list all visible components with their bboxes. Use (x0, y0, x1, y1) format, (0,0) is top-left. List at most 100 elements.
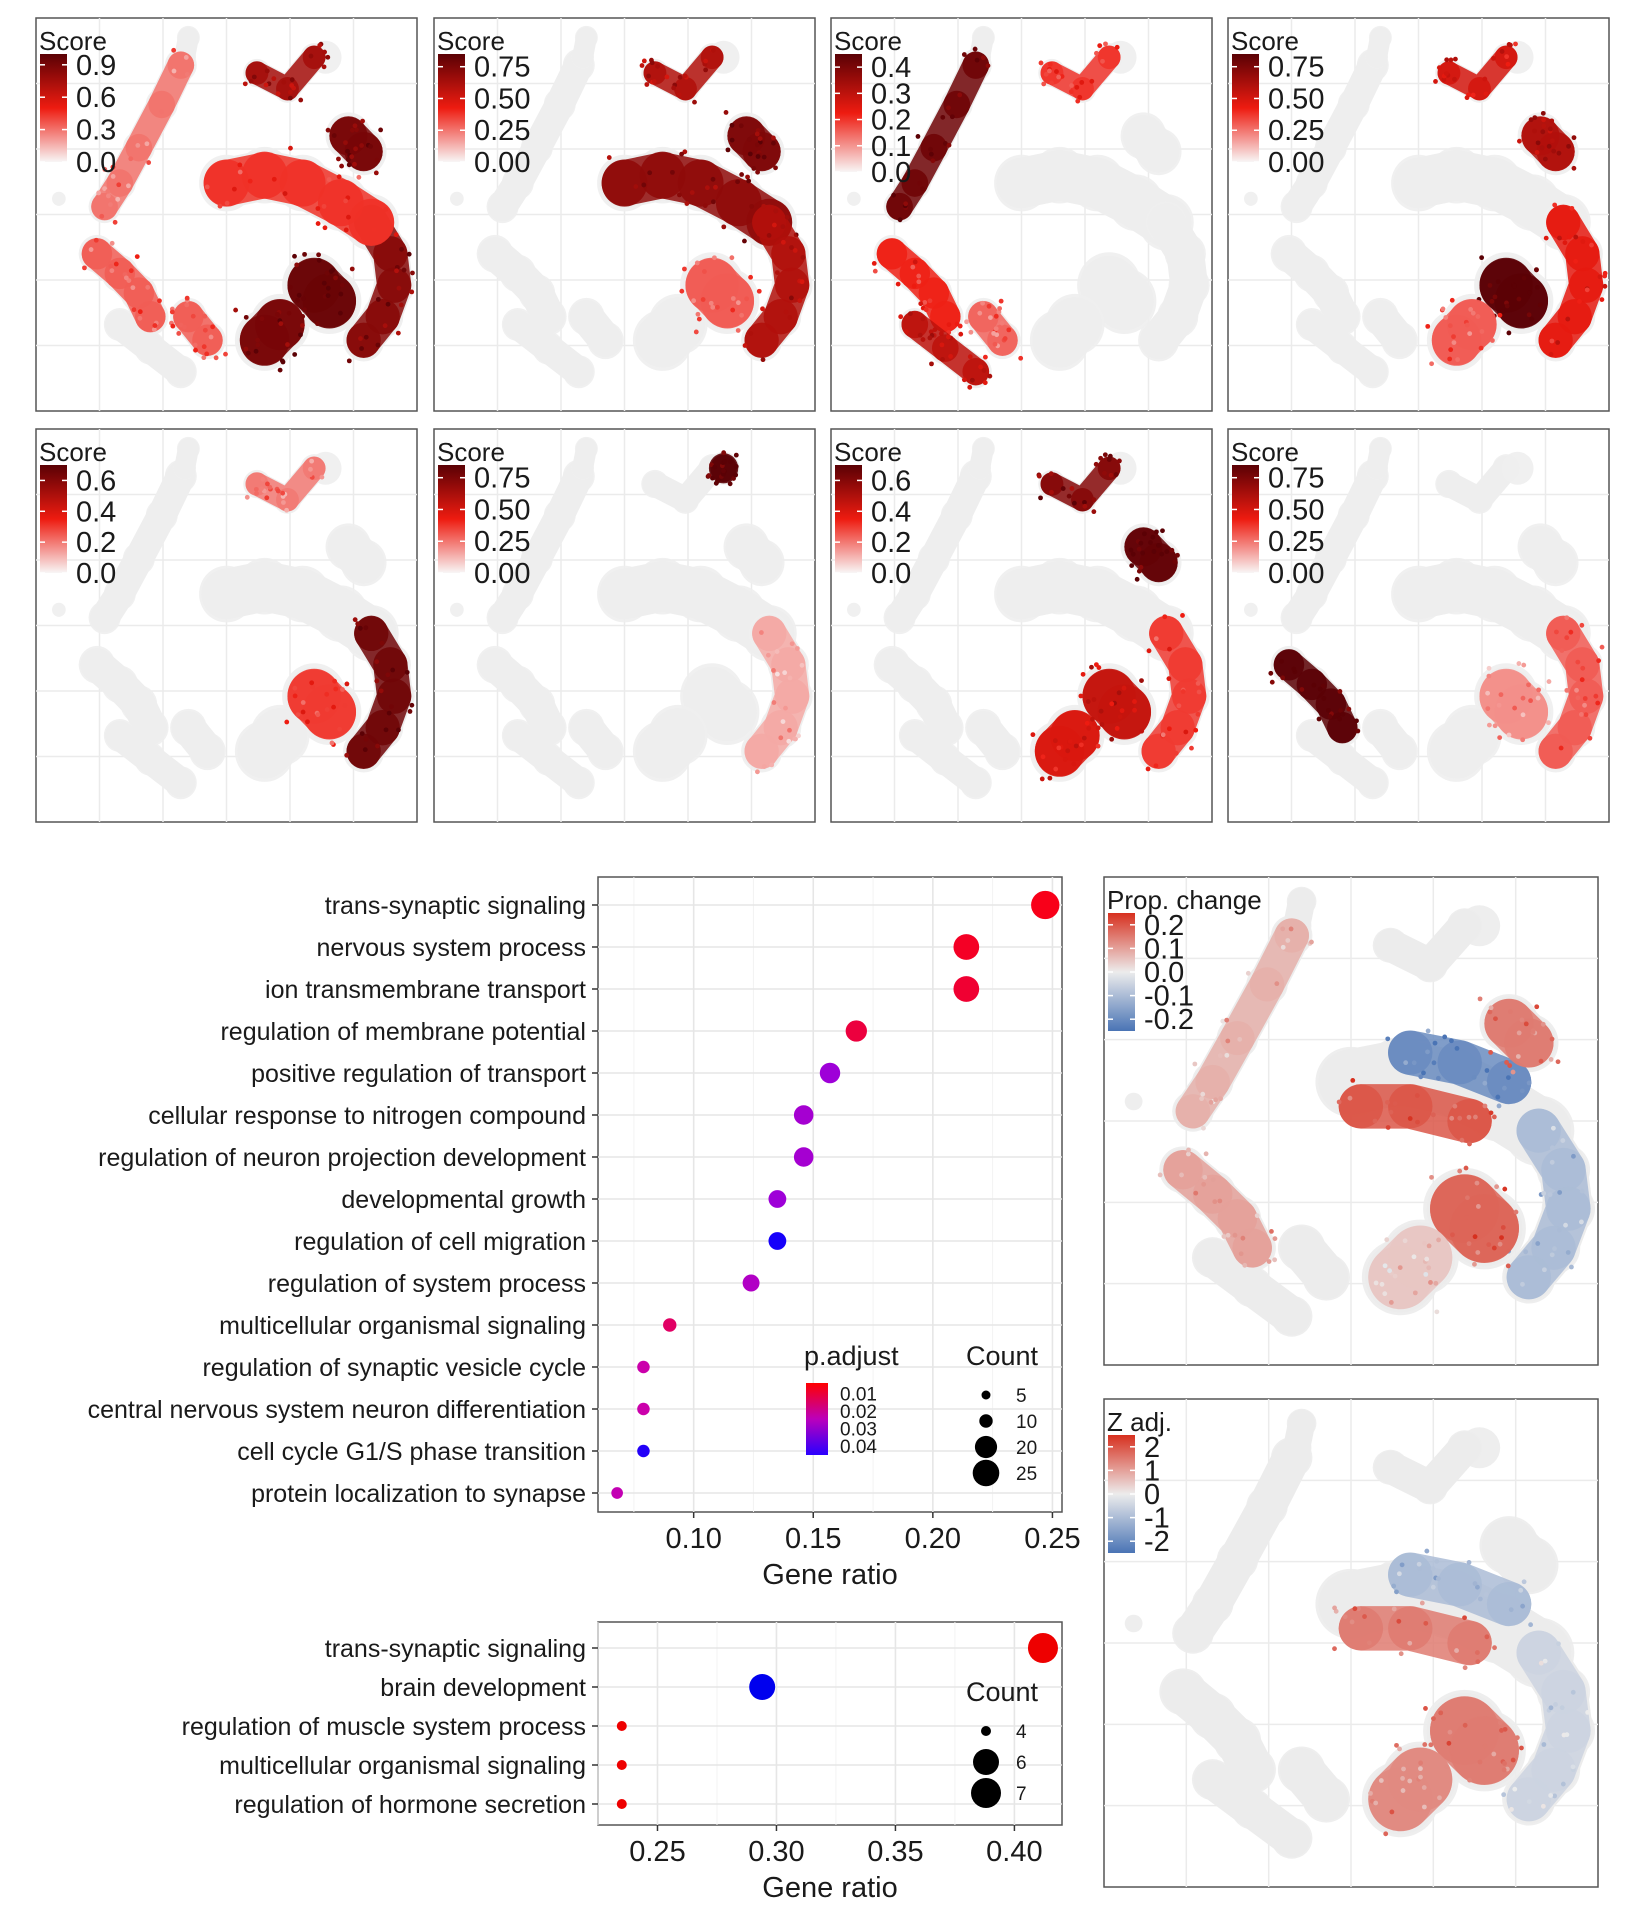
umap-score-region (81, 238, 113, 270)
umap-cell-point (288, 145, 293, 151)
umap-cell-point (774, 671, 780, 677)
umap-cell-point (1121, 685, 1127, 691)
umap-cell-point (1337, 689, 1343, 694)
umap-score-region (962, 357, 990, 386)
umap-cell-point (920, 186, 925, 192)
umap-cell-point (315, 206, 321, 211)
umap-cell-point (278, 321, 284, 327)
umap-cell-point (396, 727, 401, 733)
umap-cell-point (784, 214, 790, 220)
colorbar-tick-label: 0.4 (871, 52, 911, 84)
umap-cell-point (1132, 707, 1137, 713)
umap-cell-point (1396, 1618, 1402, 1624)
umap-cell-point (1580, 665, 1586, 671)
umap-cell-point (204, 184, 210, 190)
umap-score-region (1160, 709, 1195, 746)
umap-cell-point (342, 703, 348, 708)
umap-cell-point (359, 346, 364, 351)
umap-cell-point (1546, 679, 1552, 684)
umap-cell-point (1540, 129, 1546, 135)
colorbar-tick-label: 0.00 (1268, 558, 1324, 590)
umap-score-region (1195, 1064, 1230, 1100)
umap-cell-point (265, 481, 270, 487)
umap-cell-cluster (1279, 1748, 1349, 1821)
umap-cell-point (755, 154, 761, 159)
umap-cell-point (1071, 761, 1077, 767)
umap-cell-point (755, 769, 760, 775)
umap-score-region (774, 678, 810, 714)
umap-score-region (774, 267, 810, 303)
umap-cell-point (728, 459, 734, 465)
umap-cell-point (1447, 1729, 1453, 1735)
umap-cell-point (1534, 1004, 1540, 1010)
umap-cell-point (1487, 282, 1493, 288)
umap-cell-point (1428, 1742, 1434, 1748)
umap-cell-point (210, 324, 216, 330)
umap-cell-point (352, 123, 358, 129)
umap-cell-point (248, 78, 254, 84)
umap-cell-point (1515, 1054, 1521, 1059)
umap-cell-point (1462, 1722, 1468, 1728)
umap-cell-point (757, 136, 763, 141)
umap-cell-point (606, 155, 612, 160)
umap-cell-point (759, 630, 764, 635)
umap-cell-point (1136, 546, 1142, 552)
umap-score-region (744, 733, 779, 769)
umap-cell-point (1192, 1061, 1198, 1067)
umap-cell-point (1579, 622, 1585, 628)
colorbar (835, 465, 862, 573)
umap-cell-point (1462, 1665, 1468, 1671)
umap-cell-point (340, 687, 345, 692)
umap-cell-point (1519, 1745, 1524, 1751)
umap-cell-point (1128, 547, 1134, 553)
umap-cell-point (968, 329, 974, 335)
umap-cell-point (730, 296, 736, 301)
umap-cell-point (904, 329, 909, 335)
umap-cell-point (1098, 708, 1104, 714)
umap-cell-point (773, 165, 778, 171)
umap-cell-point (729, 137, 735, 143)
colorbar-tick-label: -0.1 (1144, 981, 1194, 1013)
umap-cell-point (409, 289, 415, 295)
umap-cell-point (315, 712, 321, 718)
colorbar-tick-label: 0.2 (871, 105, 911, 137)
umap-cell-point (1338, 708, 1344, 713)
umap-cell-point (1075, 98, 1081, 104)
umap-cell-point (349, 154, 355, 160)
data-point (616, 1760, 627, 1770)
umap-cell-point (1157, 1172, 1163, 1178)
umap-cell-point (1078, 742, 1084, 748)
umap-cell-point (706, 473, 712, 478)
umap-score-region (1071, 487, 1094, 512)
umap-cell-point (1116, 690, 1122, 696)
colorbar-tick-label: 0.25 (474, 115, 530, 147)
umap-score-region (1388, 1606, 1433, 1651)
umap-cell-point (1571, 1153, 1576, 1159)
umap-score-region (1449, 1194, 1519, 1263)
umap-cell-point (1540, 110, 1546, 116)
umap-cell-point (799, 662, 805, 668)
umap-cell-point (1186, 1147, 1191, 1153)
umap-cell-point (1212, 1199, 1218, 1205)
umap-cell-cluster (503, 309, 594, 387)
umap-cell-point (345, 148, 350, 154)
umap-cell-point (170, 323, 176, 329)
legend-title: Score (834, 437, 902, 467)
umap-cell-point (1530, 1028, 1536, 1034)
legend-title: Score (39, 26, 107, 56)
umap-cell-point (1417, 1566, 1422, 1572)
umap-cell-point (746, 137, 752, 142)
umap-cell-cluster (725, 525, 783, 584)
umap-cell-point (374, 254, 380, 260)
umap-cell-point (277, 367, 283, 373)
umap-cell-point (1134, 576, 1140, 582)
umap-cell-point (676, 192, 682, 198)
umap-cell-point (1470, 310, 1476, 316)
legend-title: Prop. change (1107, 885, 1262, 915)
umap-cell-point (682, 73, 688, 79)
umap-cell-point (1224, 1017, 1230, 1023)
x-tick-label: 0.40 (986, 1836, 1042, 1868)
umap-cell-point (126, 183, 131, 189)
umap-cell-point (1446, 1740, 1452, 1746)
